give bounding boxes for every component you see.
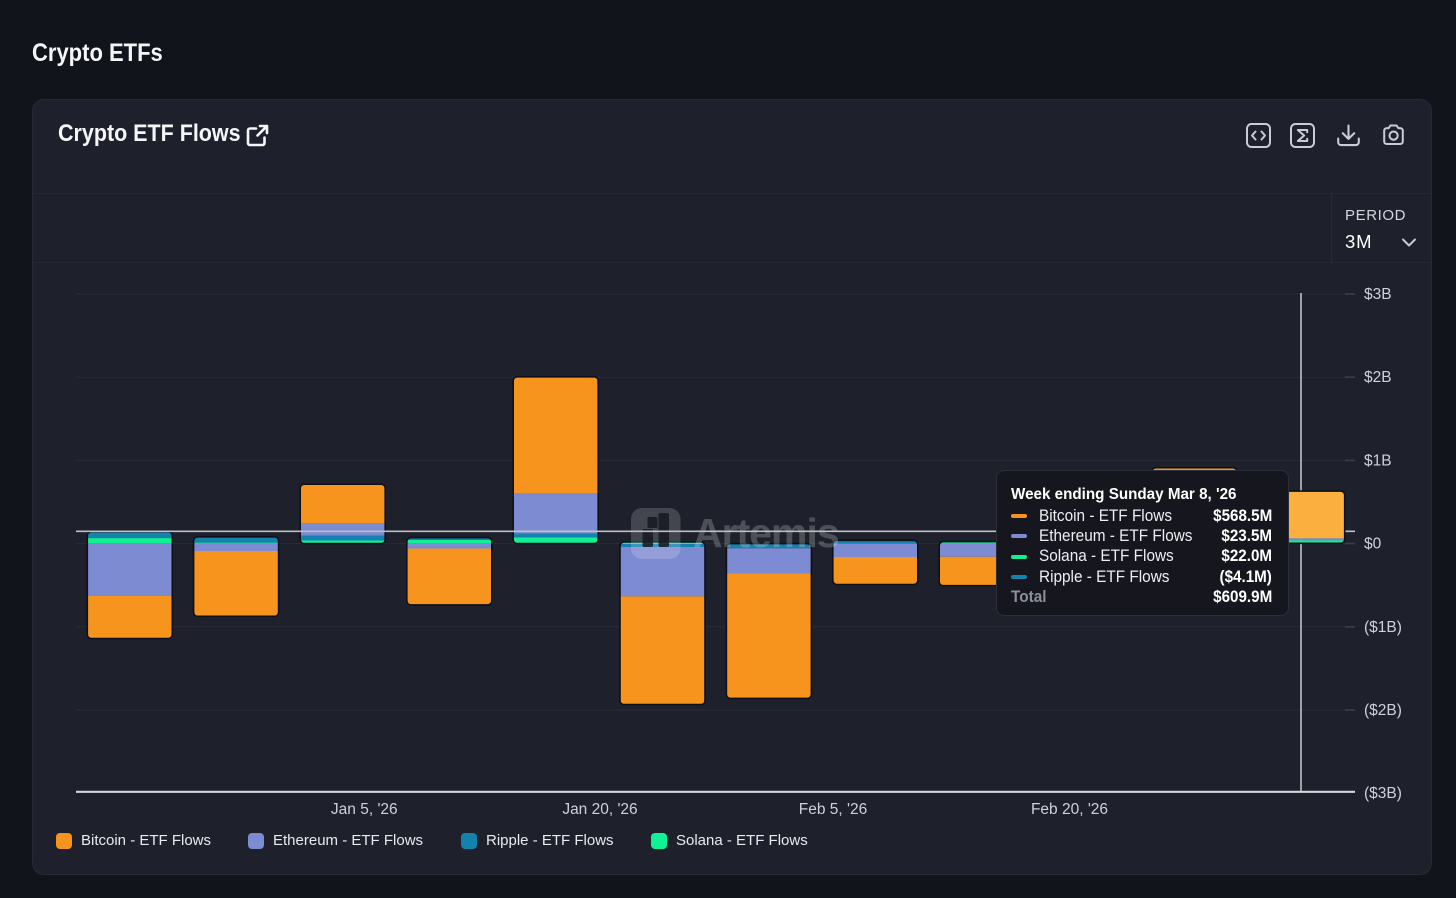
svg-text:$1B: $1B — [1364, 452, 1392, 469]
svg-text:$2B: $2B — [1364, 369, 1392, 386]
svg-text:($1B): ($1B) — [1364, 619, 1402, 636]
svg-text:$3B: $3B — [1364, 286, 1392, 303]
svg-text:$0: $0 — [1364, 536, 1382, 553]
svg-text:($2B): ($2B) — [1364, 702, 1402, 719]
svg-text:Feb 20, '26: Feb 20, '26 — [1031, 801, 1108, 818]
svg-text:Jan 20, '26: Jan 20, '26 — [562, 801, 637, 818]
svg-text:Feb 5, '26: Feb 5, '26 — [799, 801, 867, 818]
svg-text:Artemis: Artemis — [693, 510, 839, 556]
svg-text:Jan 5, '26: Jan 5, '26 — [331, 801, 398, 818]
svg-text:($3B): ($3B) — [1364, 785, 1402, 802]
